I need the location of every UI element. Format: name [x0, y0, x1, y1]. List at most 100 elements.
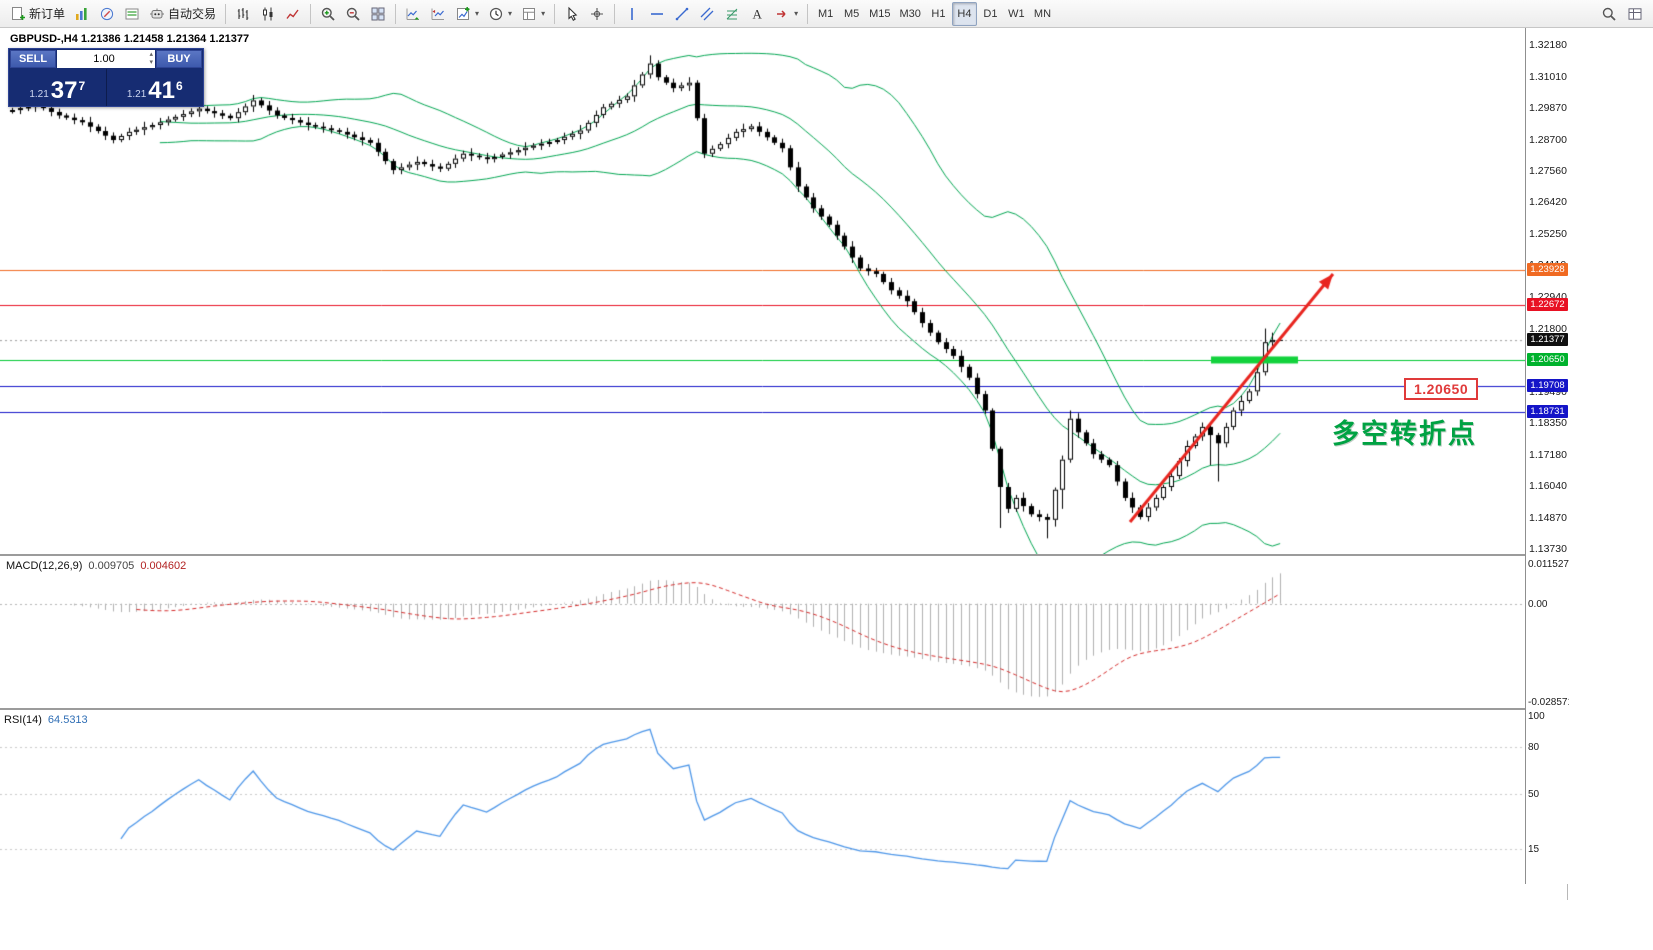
- timeframe-button-m5[interactable]: M5: [843, 7, 860, 20]
- arrows-icon: [774, 6, 790, 22]
- price-axis[interactable]: 1.32180 1.31010 1.29870 1.28700 1.27560 1.264…: [1525, 28, 1573, 884]
- price-tick: 1.31010: [1529, 70, 1567, 83]
- price-tick: 1.26420: [1529, 196, 1567, 209]
- terminal-button[interactable]: [120, 2, 144, 26]
- timeframe-button-mn[interactable]: MN: [1033, 7, 1052, 20]
- macd-indicator-label: MACD(12,26,9) 0.009705 0.004602: [6, 560, 186, 572]
- trendline-icon: [674, 6, 690, 22]
- volume-input[interactable]: [65, 53, 143, 65]
- timeframe-button-h1[interactable]: H1: [931, 7, 946, 20]
- main-chart-canvas[interactable]: [0, 28, 1525, 554]
- price-tick: 1.16040: [1529, 479, 1567, 492]
- tile-windows-button[interactable]: [366, 2, 390, 26]
- clock-icon: [488, 6, 504, 22]
- timeframe-button-m30[interactable]: M30: [899, 7, 921, 20]
- toolbar-separator: [395, 3, 397, 24]
- toolbar-separator: [310, 3, 312, 24]
- candlestick-chart-button[interactable]: [256, 2, 280, 26]
- crosshair-button[interactable]: [585, 2, 609, 26]
- market-watch-button[interactable]: [70, 2, 94, 26]
- bar-chart-button[interactable]: [231, 2, 255, 26]
- rsi-panel-canvas[interactable]: [0, 710, 1525, 882]
- terminal-icon: [124, 6, 140, 22]
- sell-button[interactable]: SELL: [10, 50, 56, 68]
- panel-separator[interactable]: [0, 554, 1568, 556]
- rsi-scale-label: 100: [1528, 711, 1545, 722]
- equidistant-channel-button[interactable]: [695, 2, 719, 26]
- fibonacci-icon: [724, 6, 740, 22]
- macd-panel-canvas[interactable]: [0, 556, 1525, 708]
- price-tick: 1.21800: [1529, 322, 1567, 335]
- navigator-button[interactable]: [95, 2, 119, 26]
- layout-button[interactable]: [1623, 2, 1647, 26]
- chevron-down-icon: ▾: [508, 9, 513, 18]
- new-order-button-label: 新订单: [29, 7, 66, 21]
- navigator-icon: [99, 6, 115, 22]
- macd-scale-label: -0.028571: [1528, 697, 1574, 708]
- price-line-badge: 1.23928: [1527, 263, 1568, 277]
- candles-icon: [260, 6, 276, 22]
- channel-icon: [699, 6, 715, 22]
- price-tick: 1.32180: [1529, 38, 1567, 51]
- text-button[interactable]: A: [745, 2, 769, 26]
- svg-text:A: A: [753, 6, 763, 21]
- buy-price[interactable]: 1.21 41 6: [107, 69, 204, 106]
- period-button[interactable]: ▾: [484, 2, 516, 26]
- price-note-label[interactable]: 1.20650: [1404, 378, 1479, 400]
- right-gutter: [1569, 28, 1653, 950]
- timeframe-button-m15[interactable]: M15: [869, 7, 891, 20]
- buy-price-prefix: 1.21: [126, 89, 147, 100]
- chevron-down-icon: ▾: [475, 9, 480, 18]
- autotrading-button[interactable]: 自动交易: [145, 2, 220, 26]
- trendline-button[interactable]: [670, 2, 694, 26]
- vertical-line-button[interactable]: [620, 2, 644, 26]
- timeframe-button-m1[interactable]: M1: [817, 7, 834, 20]
- new-order-button[interactable]: 新订单: [6, 2, 69, 26]
- cursor-icon: [564, 6, 580, 22]
- rsi-name: RSI(14): [4, 714, 42, 726]
- toolbar-left-group: 新订单 自动交易 ▾ ▾ ▾ A ▾ M1 M5 M15 M30 H1 H4 D1 W1 MN: [6, 1, 1597, 26]
- macd-name: MACD(12,26,9): [6, 560, 83, 572]
- price-tick: 1.25250: [1529, 228, 1567, 241]
- toolbar-right-group: [1597, 2, 1647, 26]
- rsi-scale-label: 80: [1528, 742, 1540, 754]
- panel-separator[interactable]: [0, 708, 1568, 710]
- timeframe-button-h4[interactable]: H4: [951, 1, 977, 26]
- turning-point-annotation[interactable]: 多空转折点: [1332, 419, 1477, 449]
- volume-field: ▴▾: [57, 50, 155, 68]
- price-line-badge: 1.20650: [1527, 352, 1568, 366]
- text-icon: A: [749, 6, 765, 22]
- buy-button[interactable]: BUY: [156, 50, 202, 68]
- price-line-badge: 1.19708: [1527, 378, 1568, 392]
- chart-window: 1.32180 1.31010 1.29870 1.28700 1.27560 1.264…: [0, 28, 1573, 928]
- toolbar-separator: [554, 3, 556, 24]
- hline-icon: [649, 6, 665, 22]
- zoom-in-button[interactable]: [316, 2, 340, 26]
- price-line-badge: 1.22672: [1527, 297, 1568, 311]
- autotrading-icon: [149, 6, 165, 22]
- sell-price-sup: 7: [78, 79, 86, 93]
- price-tick: 1.29870: [1529, 102, 1567, 115]
- zoomout-icon: [345, 6, 361, 22]
- new-chart-button[interactable]: ▾: [451, 2, 483, 26]
- timeframe-button-d1[interactable]: D1: [983, 7, 998, 20]
- fibonacci-button[interactable]: [720, 2, 744, 26]
- chart-symbol-ohlc: GBPUSD-,H4 1.21386 1.21458 1.21364 1.213…: [10, 33, 250, 45]
- timeframe-button-w1[interactable]: W1: [1008, 7, 1025, 20]
- line-chart-button[interactable]: [281, 2, 305, 26]
- sell-price[interactable]: 1.21 37 7: [9, 69, 107, 106]
- linechart-icon: [285, 6, 301, 22]
- chart-shift-button[interactable]: [426, 2, 450, 26]
- arrows-button[interactable]: ▾: [770, 2, 802, 26]
- volume-stepper[interactable]: ▴ ▾: [149, 51, 153, 66]
- crosshair-icon: [589, 6, 605, 22]
- rsi-value: 64.5313: [47, 714, 88, 726]
- zoom-out-button[interactable]: [341, 2, 365, 26]
- template-icon: [521, 6, 537, 22]
- template-button[interactable]: ▾: [517, 2, 549, 26]
- cursor-button[interactable]: [560, 2, 584, 26]
- search-button[interactable]: [1597, 2, 1621, 26]
- price-tick: 1.18350: [1529, 416, 1567, 429]
- horizontal-line-button[interactable]: [645, 2, 669, 26]
- auto-scroll-button[interactable]: [401, 2, 425, 26]
